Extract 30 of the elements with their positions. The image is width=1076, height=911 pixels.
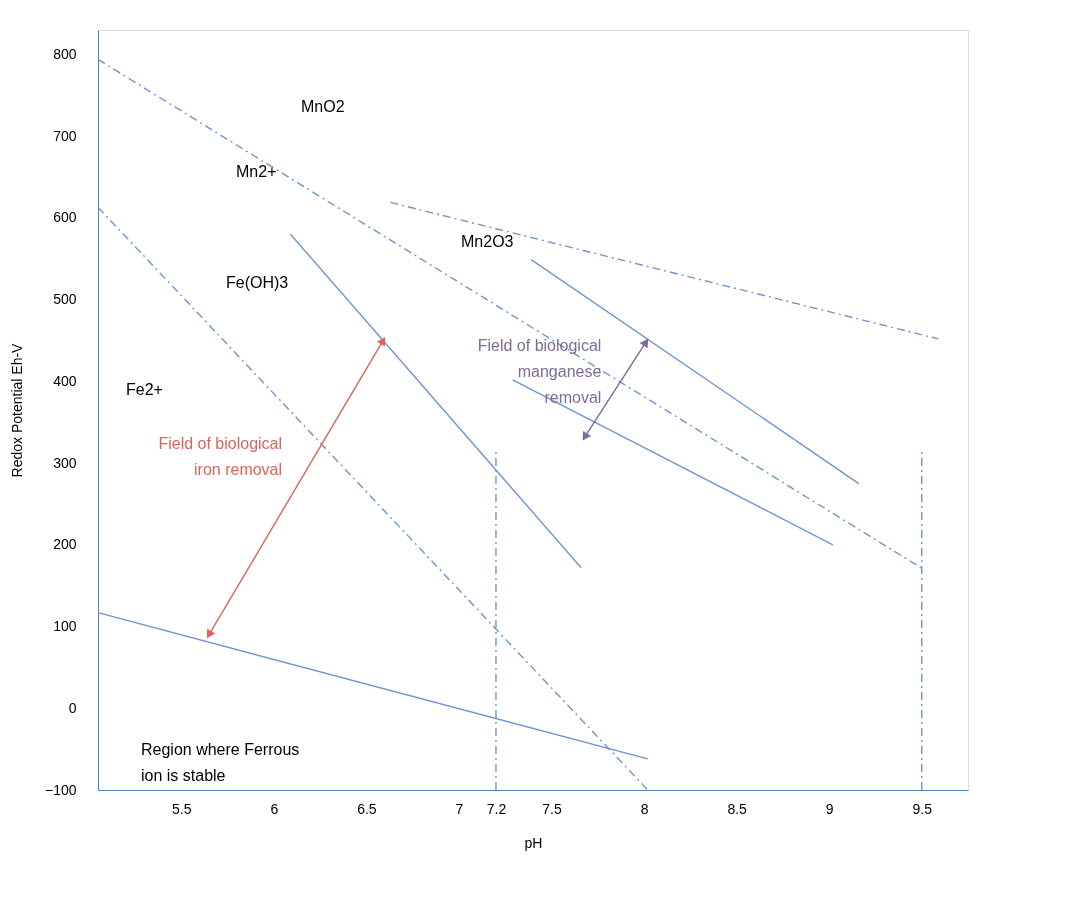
series-label: Field of biological manganese removal [477,336,602,406]
annotation: Fe2+ [126,381,163,398]
y-axis-title: Redox Potential Eh-V [8,342,25,478]
y-tick-label: 400 [53,372,77,389]
y-tick-label: 300 [53,454,77,471]
series-label: Field of biological iron removal [158,434,283,478]
y-tick-label: 100 [53,618,77,635]
x-tick-label: 7.2 [486,800,507,817]
annotation: Mn2O3 [461,233,514,250]
y-tick-label: 800 [53,46,77,63]
y-tick-label: 200 [53,536,77,553]
x-tick-label: 6 [270,800,279,817]
x-tick-label: 9.5 [912,800,933,817]
annotation: Mn2+ [236,163,277,180]
x-tick-label: 7.5 [542,800,562,817]
y-tick-label: −100 [44,781,77,798]
x-tick-label: 9 [825,800,834,817]
y-tick-label: 500 [53,291,77,308]
annotation: Fe(OH)3 [226,274,289,291]
x-axis-title: pH [524,834,543,851]
x-tick-label: 8.5 [727,800,748,817]
y-tick-label: 600 [53,209,77,226]
y-tick-label: 0 [68,699,77,716]
y-tick-label: 700 [53,127,77,144]
x-tick-label: 6.5 [357,800,377,817]
annotation: Region where Ferrous ion is stable [141,741,300,784]
annotation: MnO2 [301,98,345,115]
x-tick-label: 5.5 [172,800,192,817]
x-tick-label: 8 [640,800,649,817]
x-tick-label: 7 [455,800,464,817]
